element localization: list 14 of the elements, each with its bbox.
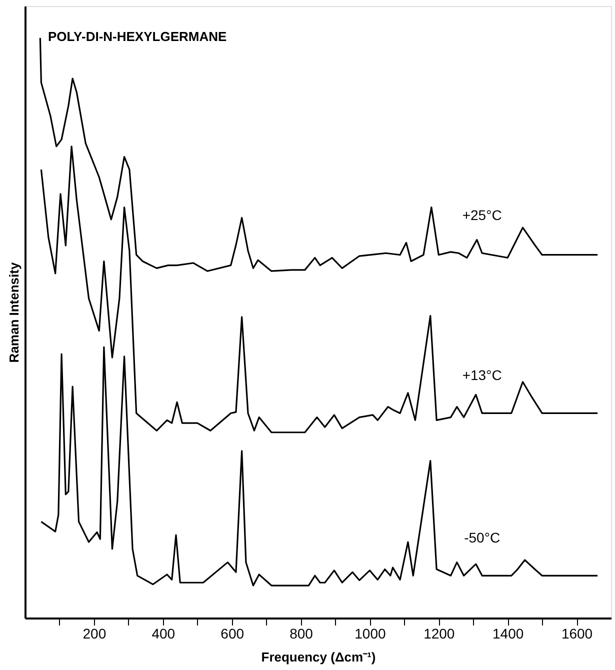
x-tick-label: 1400: [492, 626, 524, 642]
x-tick-label: 1600: [561, 626, 593, 642]
x-tick-label: 600: [220, 626, 244, 642]
x-tick-label: 400: [152, 626, 176, 642]
series-label: -50°C: [464, 530, 500, 546]
x-axis-title: Frequency (Δcm⁻¹): [261, 650, 376, 664]
x-tick-label: 200: [82, 626, 106, 642]
x-tick-label: 1200: [424, 626, 455, 642]
chart-title: POLY-DI-N-HEXYLGERMANE: [48, 29, 227, 44]
x-tick-label: 1000: [354, 626, 386, 642]
series-label: +25°C: [462, 207, 502, 224]
y-axis-title: Raman Intensity: [6, 262, 22, 363]
x-tick-label: 800: [290, 626, 314, 642]
series-label: +13°C: [462, 367, 502, 384]
